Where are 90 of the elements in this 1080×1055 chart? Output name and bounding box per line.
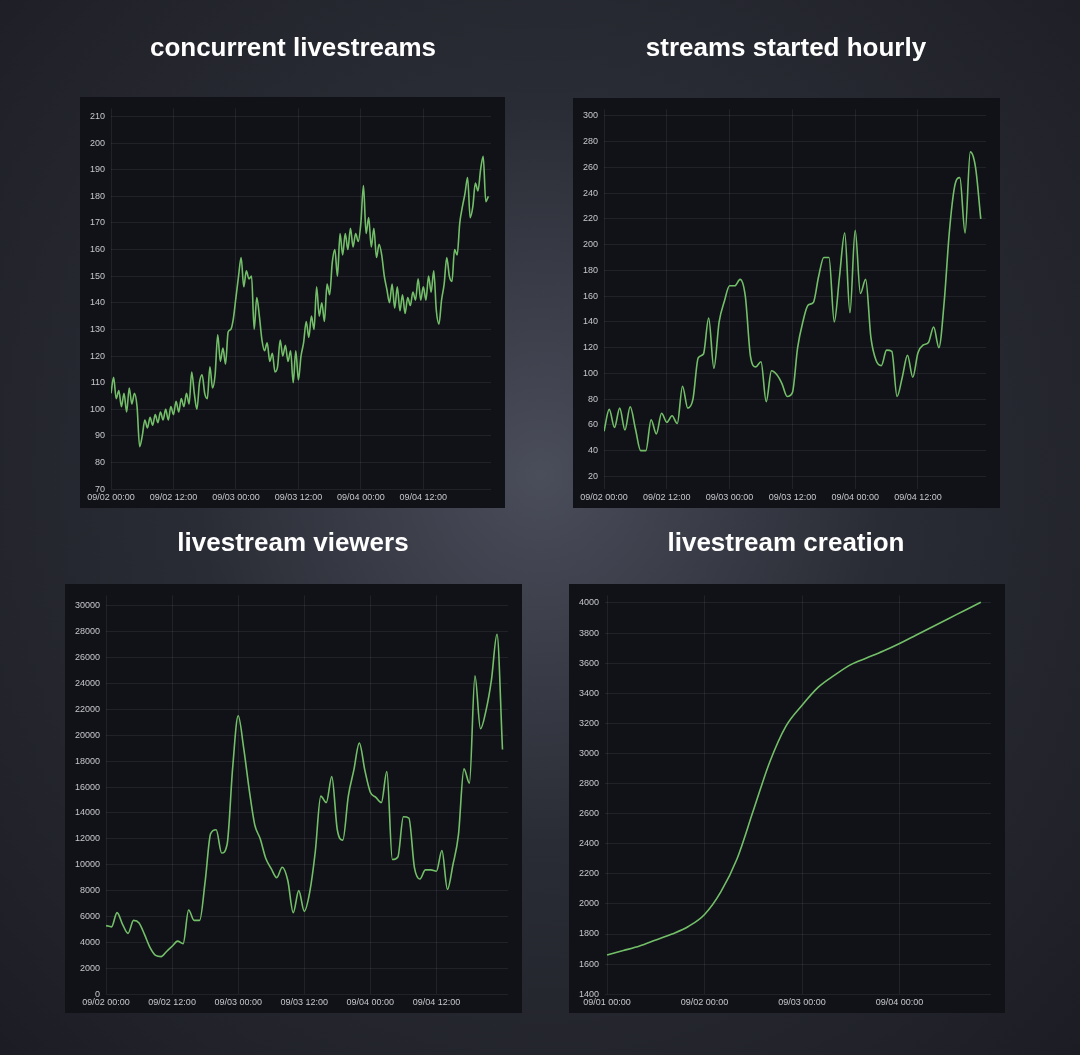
y-tick-label: 20000 bbox=[75, 729, 101, 740]
y-tick-label: 260 bbox=[582, 161, 599, 172]
y-tick-label: 28000 bbox=[75, 626, 101, 637]
y-tick-label: 160 bbox=[582, 290, 599, 301]
x-tick-label: 09/02 12:00 bbox=[149, 492, 198, 503]
y-tick-label: 2800 bbox=[578, 778, 600, 788]
x-tick-label: 09/01 00:00 bbox=[583, 997, 631, 1008]
x-tick-label: 09/03 00:00 bbox=[705, 492, 754, 503]
y-tick-label: 100 bbox=[89, 403, 106, 414]
y-tick-label: 8000 bbox=[80, 885, 101, 896]
y-tick-label: 26000 bbox=[75, 652, 101, 663]
line-series bbox=[111, 155, 490, 448]
y-tick-label: 3200 bbox=[578, 717, 600, 728]
y-tick-label: 14000 bbox=[75, 807, 101, 818]
y-tick-label: 130 bbox=[89, 323, 106, 334]
y-tick-label: 140 bbox=[582, 316, 599, 327]
y-tick-label: 80 bbox=[588, 393, 599, 404]
x-tick-label: 09/04 00:00 bbox=[831, 492, 879, 503]
y-tick-label: 210 bbox=[89, 110, 106, 121]
y-tick-label: 60 bbox=[588, 419, 599, 430]
x-tick-label: 09/03 00:00 bbox=[212, 492, 260, 503]
x-tick-label: 09/02 00:00 bbox=[82, 997, 130, 1008]
y-tick-label: 190 bbox=[89, 164, 106, 175]
y-tick-label: 110 bbox=[90, 377, 106, 388]
y-tick-label: 180 bbox=[89, 190, 106, 201]
x-tick-label: 09/04 00:00 bbox=[337, 492, 385, 503]
y-tick-label: 3000 bbox=[578, 747, 600, 758]
y-tick-label: 2200 bbox=[578, 868, 600, 879]
y-tick-label: 2600 bbox=[578, 808, 600, 819]
x-tick-label: 09/03 12:00 bbox=[274, 492, 323, 503]
y-tick-label: 120 bbox=[582, 342, 599, 353]
chart-title: streams started hourly bbox=[644, 32, 928, 63]
y-tick-label: 3400 bbox=[578, 687, 600, 698]
x-tick-label: 09/04 12:00 bbox=[399, 492, 448, 503]
y-tick-label: 240 bbox=[582, 187, 599, 198]
y-tick-label: 22000 bbox=[75, 703, 101, 714]
x-tick-label: 09/02 12:00 bbox=[148, 997, 196, 1008]
y-tick-label: 3800 bbox=[578, 627, 600, 638]
y-tick-label: 40 bbox=[588, 445, 599, 456]
y-tick-label: 2000 bbox=[578, 898, 600, 909]
y-tick-label: 170 bbox=[89, 217, 106, 228]
y-tick-label: 16000 bbox=[75, 781, 101, 792]
line-series bbox=[606, 601, 982, 956]
y-tick-label: 6000 bbox=[80, 911, 101, 921]
x-tick-label: 09/03 00:00 bbox=[214, 997, 262, 1008]
y-tick-label: 150 bbox=[89, 270, 106, 281]
y-tick-label: 90 bbox=[95, 430, 106, 441]
x-tick-label: 09/02 12:00 bbox=[643, 492, 691, 503]
y-tick-label: 3600 bbox=[578, 657, 600, 668]
y-tick-label: 140 bbox=[89, 297, 106, 308]
y-tick-label: 180 bbox=[582, 264, 599, 275]
y-tick-label: 160 bbox=[89, 244, 106, 255]
y-tick-label: 2400 bbox=[578, 838, 600, 849]
y-tick-label: 200 bbox=[89, 137, 106, 148]
y-tick-label: 18000 bbox=[75, 755, 101, 766]
y-tick-label: 100 bbox=[582, 367, 599, 378]
y-tick-label: 2000 bbox=[80, 962, 101, 973]
y-tick-label: 70 bbox=[95, 483, 106, 494]
chart-title: concurrent livestreams bbox=[148, 32, 438, 63]
x-tick-label: 09/03 12:00 bbox=[768, 492, 817, 503]
x-tick-label: 09/03 00:00 bbox=[778, 997, 826, 1008]
y-tick-label: 1800 bbox=[578, 928, 600, 939]
y-tick-label: 220 bbox=[582, 213, 599, 224]
y-tick-label: 12000 bbox=[75, 833, 101, 844]
y-tick-label: 24000 bbox=[75, 677, 101, 688]
y-tick-label: 10000 bbox=[75, 859, 101, 870]
y-tick-label: 30000 bbox=[75, 600, 101, 611]
chart-title: livestream creation bbox=[666, 527, 906, 558]
y-tick-label: 20 bbox=[588, 470, 599, 481]
x-tick-label: 09/04 12:00 bbox=[412, 997, 461, 1008]
x-tick-label: 09/02 00:00 bbox=[580, 492, 628, 503]
y-tick-label: 1400 bbox=[578, 988, 600, 999]
y-tick-label: 120 bbox=[89, 350, 106, 361]
y-tick-label: 80 bbox=[95, 457, 106, 468]
x-tick-label: 09/04 00:00 bbox=[346, 997, 395, 1008]
x-tick-label: 09/04 00:00 bbox=[875, 997, 924, 1008]
y-tick-label: 200 bbox=[582, 239, 599, 250]
y-tick-label: 1600 bbox=[578, 958, 600, 969]
y-tick-label: 0 bbox=[95, 988, 101, 999]
y-tick-label: 4000 bbox=[80, 936, 101, 947]
line-series bbox=[106, 633, 504, 958]
line-series bbox=[604, 151, 982, 452]
x-tick-label: 09/02 00:00 bbox=[680, 997, 729, 1008]
x-tick-label: 09/04 12:00 bbox=[894, 492, 942, 503]
y-tick-label: 280 bbox=[582, 136, 599, 147]
chart-title: livestream viewers bbox=[176, 527, 410, 558]
y-tick-label: 4000 bbox=[578, 597, 600, 608]
x-tick-label: 09/02 00:00 bbox=[87, 492, 135, 503]
y-tick-label: 300 bbox=[582, 110, 599, 121]
x-tick-label: 09/03 12:00 bbox=[280, 997, 329, 1008]
